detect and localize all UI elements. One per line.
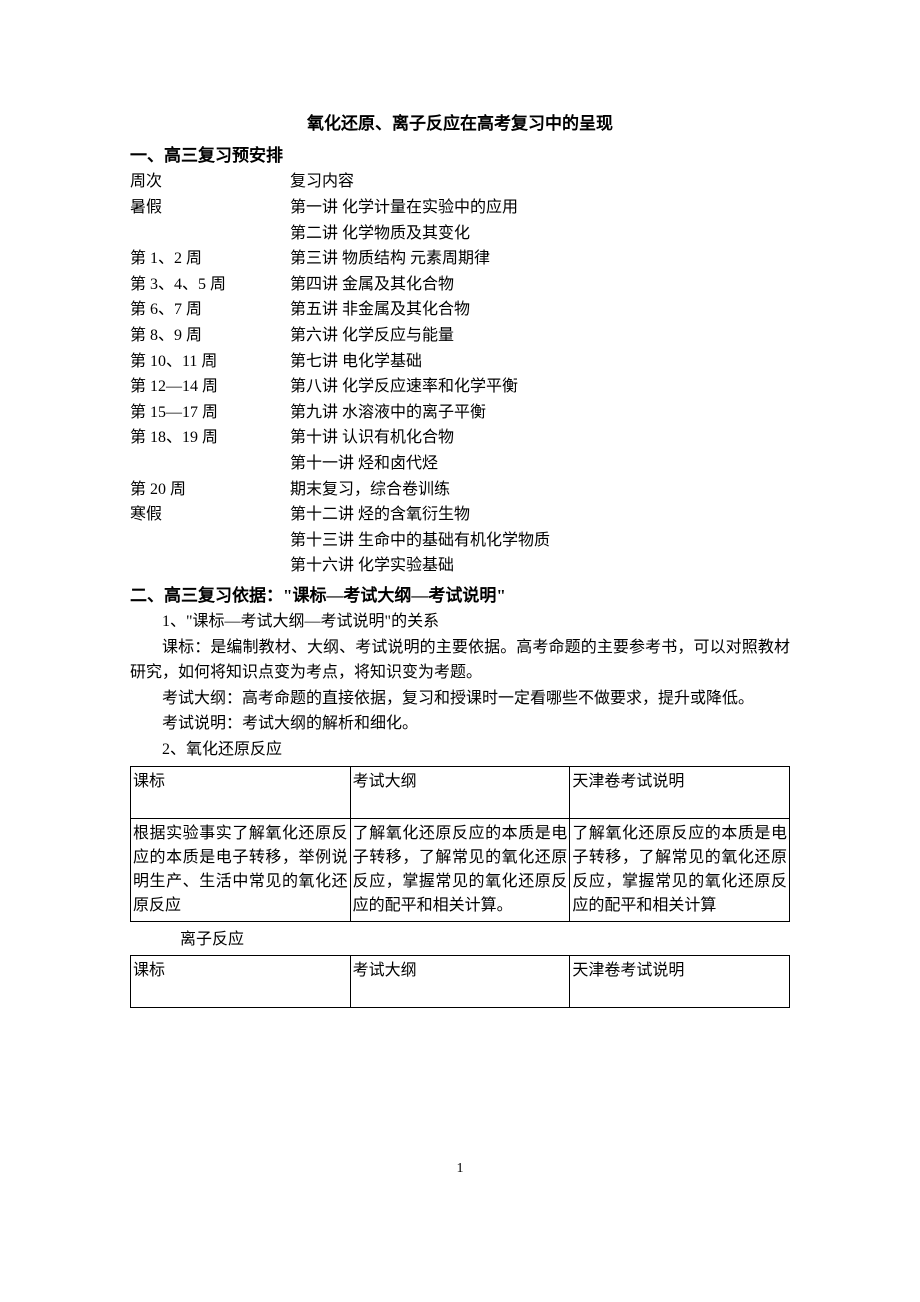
schedule-week: 第 10、11 周 [130, 349, 290, 375]
schedule-week: 第 6、7 周 [130, 297, 290, 323]
schedule-week: 第 20 周 [130, 477, 290, 503]
schedule-week: 第 3、4、5 周 [130, 272, 290, 298]
table-row: 课标 考试大纲 天津卷考试说明 [131, 956, 790, 1008]
schedule-week [130, 528, 290, 554]
schedule-row: 第 15—17 周 第九讲 水溶液中的离子平衡 [130, 400, 790, 426]
schedule-content: 第八讲 化学反应速率和化学平衡 [290, 374, 790, 400]
schedule-week: 第 15—17 周 [130, 400, 290, 426]
section2-header: 二、高三复习依据："课标—考试大纲—考试说明" [130, 582, 790, 609]
sub1-label: 1、"课标—考试大纲—考试说明"的关系 [130, 609, 790, 635]
table-header: 考试大纲 [350, 956, 570, 1008]
table-header: 天津卷考试说明 [570, 766, 790, 818]
table-row: 根据实验事实了解氧化还原反应的本质是电子转移，举例说明生产、生活中常见的氧化还原… [131, 818, 790, 921]
schedule-week: 第 12—14 周 [130, 374, 290, 400]
schedule-header-content: 复习内容 [290, 169, 790, 195]
schedule-content: 第三讲 物质结构 元素周期律 [290, 246, 790, 272]
schedule-content: 第四讲 金属及其化合物 [290, 272, 790, 298]
schedule-content: 第十讲 认识有机化合物 [290, 425, 790, 451]
schedule-content: 第五讲 非金属及其化合物 [290, 297, 790, 323]
schedule-content: 第十二讲 烃的含氧衍生物 [290, 502, 790, 528]
table-header: 课标 [131, 766, 351, 818]
table-header: 考试大纲 [350, 766, 570, 818]
redox-table: 课标 考试大纲 天津卷考试说明 根据实验事实了解氧化还原反应的本质是电子转移，举… [130, 766, 790, 922]
schedule-content: 第十一讲 烃和卤代烃 [290, 451, 790, 477]
table-header: 课标 [131, 956, 351, 1008]
schedule-row: 第 8、9 周 第六讲 化学反应与能量 [130, 323, 790, 349]
sub1-p3: 考试说明：考试大纲的解析和细化。 [130, 711, 790, 737]
schedule-content: 第十六讲 化学实验基础 [290, 553, 790, 579]
schedule-row: 第 10、11 周 第七讲 电化学基础 [130, 349, 790, 375]
sub1-p2: 考试大纲：高考命题的直接依据，复习和授课时一定看哪些不做要求，提升或降低。 [130, 686, 790, 712]
schedule-content: 第六讲 化学反应与能量 [290, 323, 790, 349]
schedule-content: 第一讲 化学计量在实验中的应用 [290, 195, 790, 221]
schedule-week: 暑假 [130, 195, 290, 221]
schedule-week: 寒假 [130, 502, 290, 528]
sub1-p1: 课标：是编制教材、大纲、考试说明的主要依据。高考命题的主要参考书，可以对照教材研… [130, 635, 790, 686]
sub3-label: 离子反应 [130, 927, 790, 953]
page-number: 1 [130, 1158, 790, 1180]
schedule-week [130, 451, 290, 477]
schedule-header-row: 周次 复习内容 [130, 169, 790, 195]
schedule-week: 第 8、9 周 [130, 323, 290, 349]
schedule-row: 第 20 周 期末复习，综合卷训练 [130, 477, 790, 503]
schedule-content: 期末复习，综合卷训练 [290, 477, 790, 503]
schedule-week: 第 18、19 周 [130, 425, 290, 451]
schedule-content: 第二讲 化学物质及其变化 [290, 221, 790, 247]
section1-header: 一、高三复习预安排 [130, 142, 790, 169]
table-header: 天津卷考试说明 [570, 956, 790, 1008]
schedule-row: 第 1、2 周 第三讲 物质结构 元素周期律 [130, 246, 790, 272]
schedule-row: 第十六讲 化学实验基础 [130, 553, 790, 579]
schedule-row: 第十三讲 生命中的基础有机化学物质 [130, 528, 790, 554]
table-row: 课标 考试大纲 天津卷考试说明 [131, 766, 790, 818]
schedule-week: 第 1、2 周 [130, 246, 290, 272]
schedule-row: 寒假 第十二讲 烃的含氧衍生物 [130, 502, 790, 528]
document-title: 氧化还原、离子反应在高考复习中的呈现 [130, 110, 790, 137]
schedule-row: 第十一讲 烃和卤代烃 [130, 451, 790, 477]
table-cell: 了解氧化还原反应的本质是电子转移，了解常见的氧化还原反应，掌握常见的氧化还原反应… [570, 818, 790, 921]
schedule-header-week: 周次 [130, 169, 290, 195]
schedule-week [130, 221, 290, 247]
table-cell: 了解氧化还原反应的本质是电子转移，了解常见的氧化还原反应，掌握常见的氧化还原反应… [350, 818, 570, 921]
schedule-content: 第七讲 电化学基础 [290, 349, 790, 375]
schedule-row: 暑假 第一讲 化学计量在实验中的应用 [130, 195, 790, 221]
schedule-content: 第九讲 水溶液中的离子平衡 [290, 400, 790, 426]
ion-table: 课标 考试大纲 天津卷考试说明 [130, 955, 790, 1008]
schedule-row: 第 6、7 周 第五讲 非金属及其化合物 [130, 297, 790, 323]
schedule-row: 第 12—14 周 第八讲 化学反应速率和化学平衡 [130, 374, 790, 400]
table-cell: 根据实验事实了解氧化还原反应的本质是电子转移，举例说明生产、生活中常见的氧化还原… [131, 818, 351, 921]
schedule-content: 第十三讲 生命中的基础有机化学物质 [290, 528, 790, 554]
schedule-row: 第二讲 化学物质及其变化 [130, 221, 790, 247]
schedule-row: 第 3、4、5 周 第四讲 金属及其化合物 [130, 272, 790, 298]
schedule-week [130, 553, 290, 579]
schedule-row: 第 18、19 周 第十讲 认识有机化合物 [130, 425, 790, 451]
sub2-label: 2、氧化还原反应 [130, 737, 790, 763]
